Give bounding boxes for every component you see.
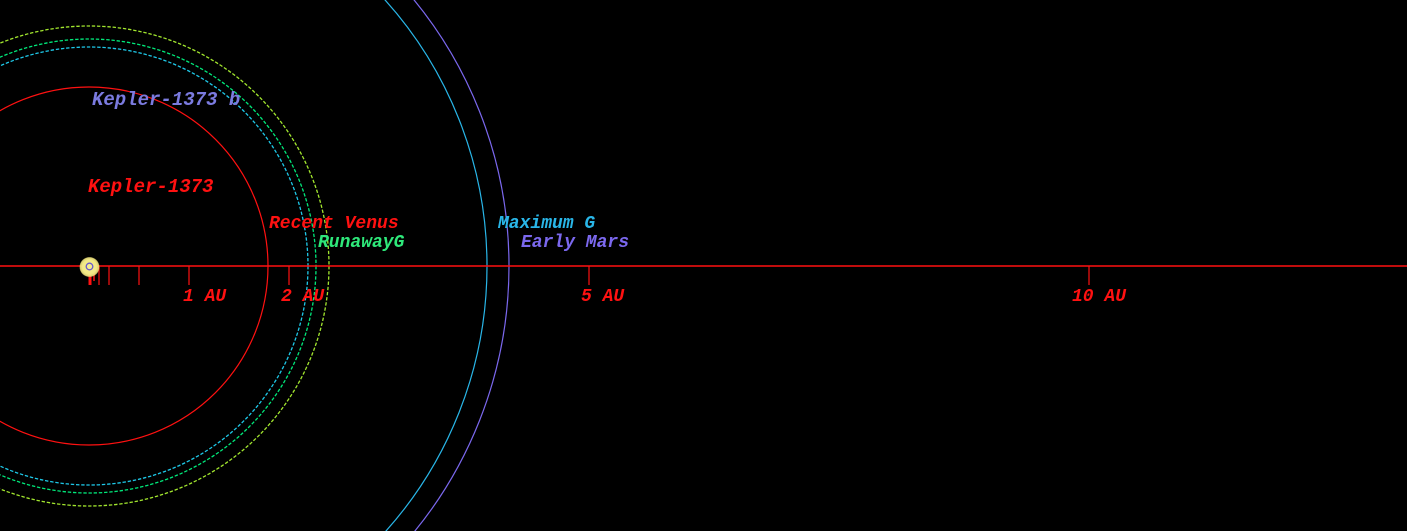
svg-text:Early Mars: Early Mars [521,233,629,253]
svg-text:Maximum G: Maximum G [497,214,595,234]
svg-text:2 AU: 2 AU [281,287,325,307]
svg-text:Kepler-1373 b: Kepler-1373 b [92,89,240,111]
svg-text:5 AU: 5 AU [581,287,625,307]
svg-text:Recent Venus: Recent Venus [269,214,399,234]
svg-text:10 AU: 10 AU [1072,287,1127,307]
svg-text:RunawayG: RunawayG [318,233,405,253]
svg-text:Kepler-1373: Kepler-1373 [88,176,214,198]
svg-text:1 AU: 1 AU [183,287,227,307]
